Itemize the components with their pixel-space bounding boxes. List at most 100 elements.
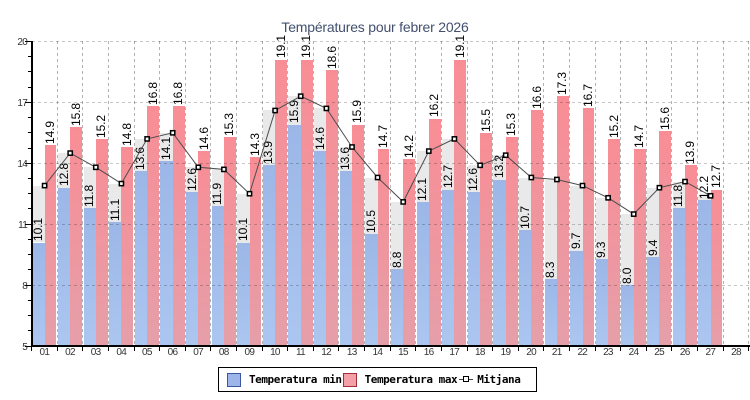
x-tick xyxy=(133,347,135,352)
bar-min[interactable] xyxy=(211,205,224,347)
bar-min[interactable] xyxy=(442,189,455,347)
value-label-max: 16.8 xyxy=(171,82,186,106)
x-tick xyxy=(620,347,622,352)
x-tick xyxy=(543,347,545,352)
bar-min[interactable] xyxy=(185,191,199,347)
bar-min[interactable] xyxy=(83,207,96,347)
x-axis-label: 07 xyxy=(193,346,203,358)
legend-swatch-max-icon xyxy=(342,372,357,387)
value-label-max: 15.5 xyxy=(478,108,493,132)
bar-max[interactable] xyxy=(659,130,672,347)
y-tick xyxy=(24,162,31,164)
bar-max[interactable] xyxy=(505,136,518,347)
y-tick xyxy=(24,40,31,42)
y-axis-line xyxy=(30,41,33,348)
bar-min[interactable] xyxy=(365,234,378,347)
bar-min[interactable] xyxy=(698,199,711,347)
x-tick xyxy=(466,347,468,352)
bar-mean-range[interactable] xyxy=(390,201,404,269)
bar-min[interactable] xyxy=(518,230,532,347)
bar-min[interactable] xyxy=(109,222,122,347)
value-label-max: 18.6 xyxy=(324,45,339,69)
bar-min[interactable] xyxy=(672,207,685,347)
bar-max[interactable] xyxy=(351,124,364,347)
bar-max[interactable] xyxy=(326,69,339,347)
bar-min[interactable] xyxy=(262,165,276,347)
bar-max[interactable] xyxy=(608,138,621,347)
bar-min[interactable] xyxy=(288,124,301,347)
bar-max[interactable] xyxy=(531,110,544,347)
bar-min[interactable] xyxy=(544,279,557,347)
legend-item-min[interactable]: Temperatura min xyxy=(227,372,342,387)
value-label-min: 10.1 xyxy=(235,218,250,242)
bar-min[interactable] xyxy=(390,268,404,347)
y-tick xyxy=(27,178,31,179)
bar-min[interactable] xyxy=(339,171,352,347)
bar-min[interactable] xyxy=(134,171,148,347)
y-tick xyxy=(24,345,31,347)
value-label-min: 11.9 xyxy=(210,182,225,205)
legend-item-mitjana[interactable]: Mitjana xyxy=(459,373,521,386)
x-tick xyxy=(159,347,161,352)
bar-max[interactable] xyxy=(480,132,492,347)
x-axis-label: 08 xyxy=(218,346,229,358)
bar-min[interactable] xyxy=(160,161,173,347)
x-tick xyxy=(364,347,366,352)
bar-max[interactable] xyxy=(582,108,595,347)
x-tick xyxy=(236,347,238,352)
x-tick xyxy=(184,347,186,352)
legend-swatch-min-icon xyxy=(227,372,241,387)
value-label-min: 11.8 xyxy=(82,184,97,207)
value-label-max: 12.7 xyxy=(709,165,724,189)
value-label-max: 15.3 xyxy=(222,112,237,136)
x-axis-label: 13 xyxy=(346,346,357,358)
bar-max[interactable] xyxy=(95,138,108,347)
bar-max[interactable] xyxy=(403,159,416,347)
y-tick xyxy=(27,269,31,271)
bar-max[interactable] xyxy=(70,126,83,347)
y-tick xyxy=(27,330,31,332)
bar-max[interactable] xyxy=(249,157,262,347)
bar-min[interactable] xyxy=(595,258,609,347)
x-tick xyxy=(56,347,58,352)
bar-max[interactable] xyxy=(44,145,57,347)
legend-item-max[interactable]: Temperatura max xyxy=(342,372,458,387)
bar-min[interactable] xyxy=(647,256,660,347)
bar-min[interactable] xyxy=(57,187,71,347)
bar-max[interactable] xyxy=(147,106,159,347)
bar-max[interactable] xyxy=(377,149,390,347)
value-label-max: 15.6 xyxy=(657,106,672,130)
bar-max[interactable] xyxy=(428,118,441,347)
x-axis-label: 24 xyxy=(628,346,639,358)
value-label-min: 15.9 xyxy=(287,100,302,124)
bar-min[interactable] xyxy=(416,201,429,347)
bar-min[interactable] xyxy=(570,250,583,347)
value-label-min: 12.8 xyxy=(56,163,71,187)
bar-max[interactable] xyxy=(684,165,697,347)
y-tick xyxy=(27,193,31,195)
horizontal-gridline xyxy=(31,101,749,103)
value-label-max: 14.6 xyxy=(196,126,211,150)
bar-max[interactable] xyxy=(121,147,134,347)
bar-max[interactable] xyxy=(710,189,723,347)
value-label-max: 14.8 xyxy=(119,122,134,146)
bar-min[interactable] xyxy=(314,151,327,347)
bar-min[interactable] xyxy=(467,191,481,347)
bar-mean-range[interactable] xyxy=(621,214,634,286)
bar-min[interactable] xyxy=(621,285,634,347)
bar-min[interactable] xyxy=(493,179,506,347)
value-label-min: 14.6 xyxy=(312,126,327,150)
bar-max[interactable] xyxy=(172,106,185,347)
bar-max[interactable] xyxy=(556,96,569,347)
x-axis-label: 03 xyxy=(90,346,101,358)
bar-max[interactable] xyxy=(223,136,236,347)
x-axis-label: 26 xyxy=(679,346,690,358)
bar-max[interactable] xyxy=(633,149,646,347)
bar-min[interactable] xyxy=(32,242,45,347)
bar-min[interactable] xyxy=(237,242,250,347)
value-label-max: 15.3 xyxy=(504,112,519,136)
bar-max[interactable] xyxy=(198,151,211,347)
value-label-min: 9.3 xyxy=(594,241,609,258)
bar-mean-range[interactable] xyxy=(32,185,45,243)
x-axis-label: 11 xyxy=(296,346,306,358)
